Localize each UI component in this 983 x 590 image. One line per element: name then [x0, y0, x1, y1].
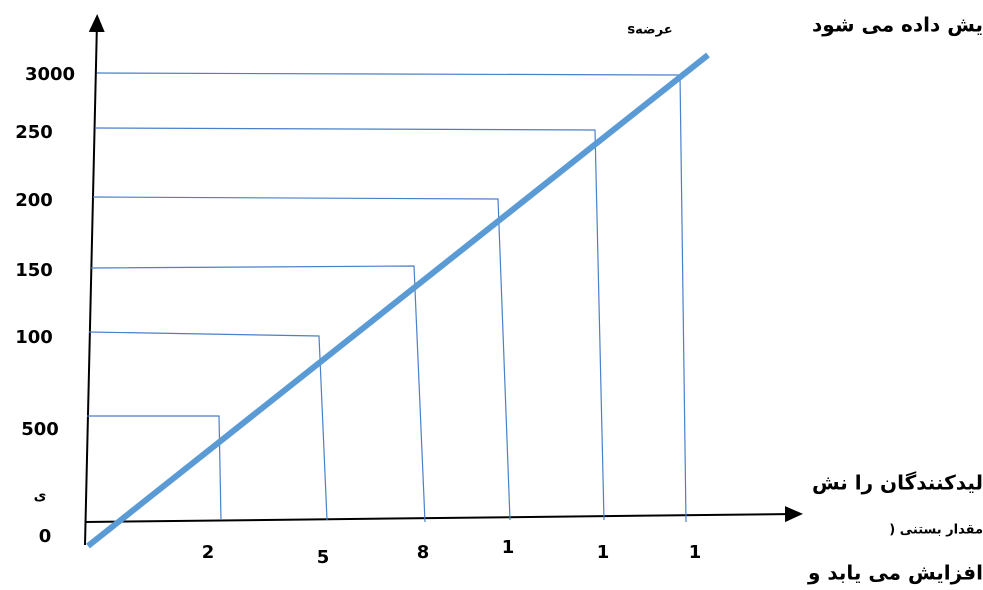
x-label: 2 — [202, 542, 215, 563]
fragment-text: لیدکنندگان را نش — [812, 471, 983, 495]
x-axis — [84, 506, 803, 523]
x-label: 8 — [417, 542, 430, 563]
x-label: 1 — [502, 537, 515, 558]
y-label: 0 — [39, 526, 52, 547]
fragment-text: ی — [34, 488, 47, 504]
x-label: 1 — [597, 542, 610, 563]
y-label: 200 — [15, 190, 53, 211]
y-label: 100 — [15, 327, 53, 348]
curve-label: sعرضه — [627, 23, 672, 38]
x-label: 5 — [317, 547, 330, 568]
y-label: 3000 — [25, 64, 75, 85]
fragment-text: یش داده می شود — [812, 13, 983, 37]
y-axis — [84, 14, 105, 546]
y-label: 500 — [21, 419, 59, 440]
fragment-text: افزایش می یابد و — [807, 561, 983, 585]
y-label: 250 — [15, 122, 53, 143]
supply-line — [86, 52, 710, 549]
fragment-text: ) مقدار بستنی — [889, 523, 983, 538]
y-label: 150 — [15, 260, 53, 281]
x-label: 1 — [689, 542, 702, 563]
